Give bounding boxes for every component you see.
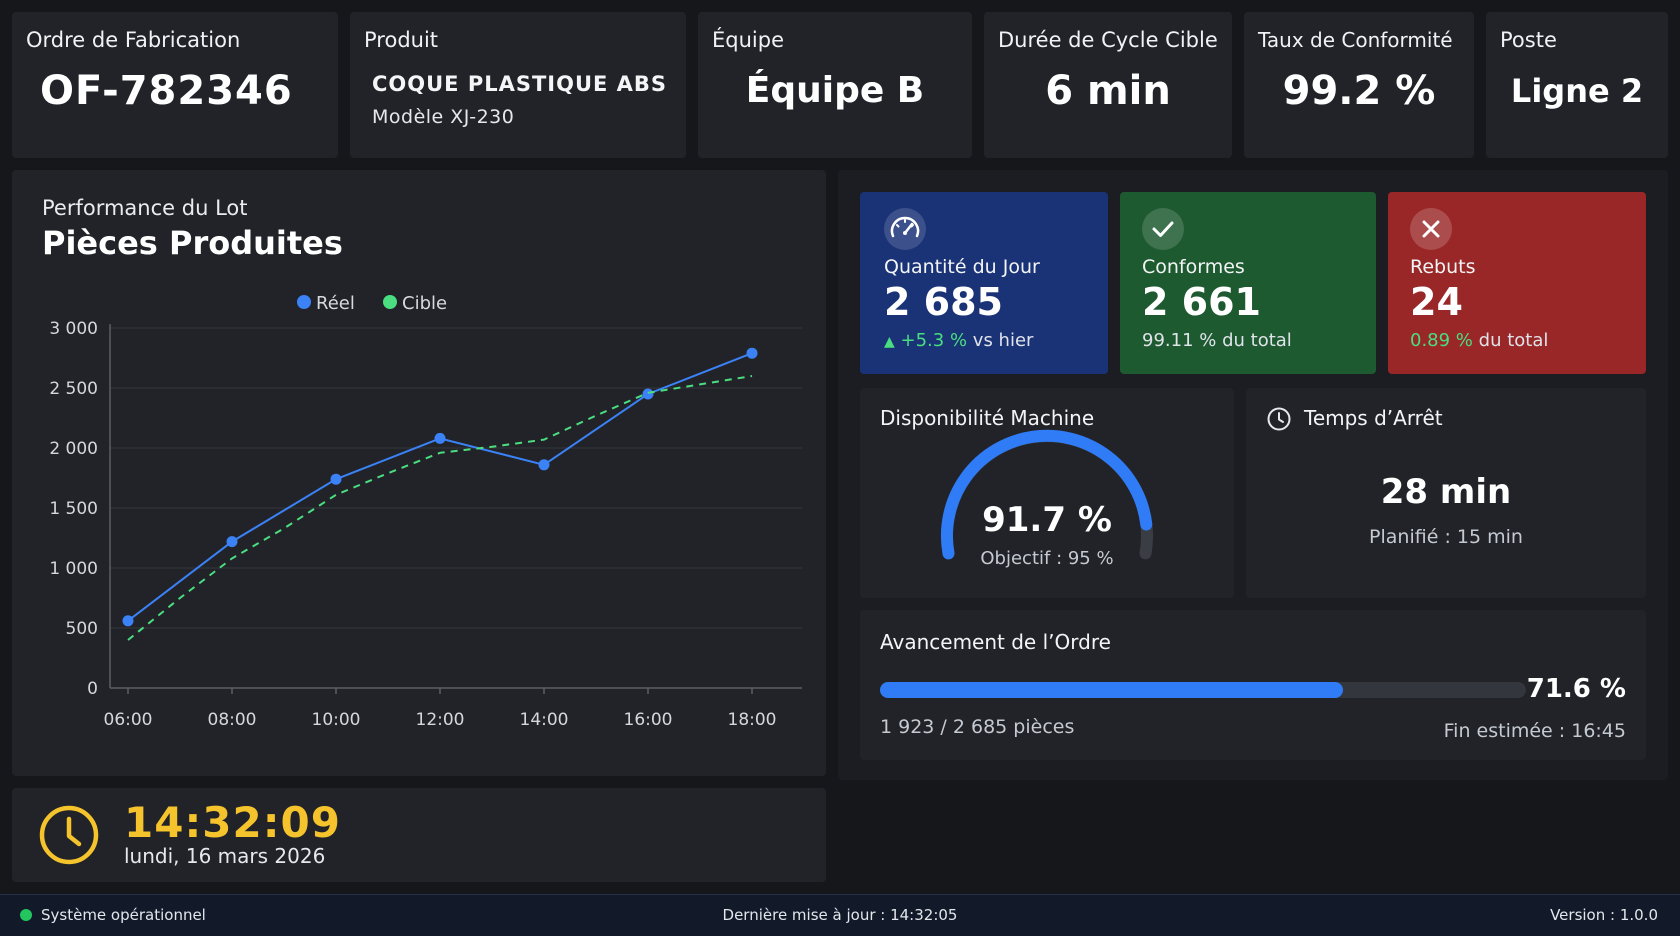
scrap-label: Rebuts [1410, 256, 1476, 278]
real-data-point [434, 432, 446, 444]
team-value: Équipe B [745, 70, 925, 111]
post-card: Poste Ligne 2 [1486, 12, 1668, 158]
y-tick-label: 2 500 [49, 379, 98, 399]
scrap-pct: 0.89 % [1410, 330, 1473, 351]
real-data-point [642, 388, 654, 400]
y-tick-label: 500 [66, 619, 98, 639]
production-chart: 0 500 1 000 1 500 2 000 2 500 3 000 06:00 08:00 1… [49, 293, 802, 730]
clock-card: 14:32:09 lundi, 16 mars 2026 [12, 788, 826, 882]
target-series-line [127, 375, 753, 641]
team-card: Équipe Équipe B [698, 12, 972, 158]
cycle-card: Durée de Cycle Cible 6 min [984, 12, 1232, 158]
scrap-value: 24 [1410, 280, 1463, 324]
x-tick-label: 12:00 [416, 710, 465, 730]
downtime-card: Temps d’Arrêt 28 min Planifié : 15 min [1246, 388, 1646, 598]
quantity-label: Quantité du Jour [884, 256, 1040, 278]
kpi-panel: Quantité du Jour 2 685 ▲ +5.3 % vs hier … [838, 170, 1668, 780]
product-model: Modèle XJ-230 [372, 106, 515, 128]
gauge-icon [884, 208, 926, 250]
conform-sub: 99.11 % du total [1142, 330, 1292, 351]
chart-legend: Réel Cible [297, 293, 447, 314]
clock-date: lundi, 16 mars 2026 [124, 844, 326, 868]
gauge-fill [940, 429, 1153, 560]
real-data-point [538, 459, 550, 471]
quantity-delta: +5.3 % [900, 330, 968, 351]
progress-pieces: 1 923 / 2 685 pièces [880, 716, 1075, 738]
product-name: COQUE PLASTIQUE ABS [372, 72, 668, 96]
scrap-tile: Rebuts 24 0.89 % du total [1388, 192, 1646, 374]
x-tick-label: 18:00 [728, 710, 777, 730]
scrap-pct-suffix: du total [1478, 330, 1549, 351]
conform-value: 2 661 [1142, 280, 1261, 324]
y-tick-label: 0 [87, 679, 98, 699]
product-card: Produit COQUE PLASTIQUE ABS Modèle XJ-23… [350, 12, 686, 158]
progress-eta: Fin estimée : 16:45 [1443, 720, 1626, 742]
x-tick-label: 16:00 [624, 710, 673, 730]
progress-title: Avancement de l’Ordre [880, 630, 1111, 654]
status-text: Système opérationnel [41, 906, 206, 924]
quantity-delta-suffix: vs hier [972, 330, 1034, 351]
real-data-point [226, 536, 238, 548]
x-tick-label: 08:00 [208, 710, 257, 730]
conform-tile: Conformes 2 661 99.11 % du total [1120, 192, 1376, 374]
version: Version : 1.0.0 [1550, 906, 1658, 924]
order-card: Ordre de Fabrication OF-782346 [12, 12, 338, 158]
progress-card: Avancement de l’Ordre 71.6 % 1 923 / 2 6… [860, 610, 1646, 760]
legend-real-label: Réel [316, 293, 355, 314]
close-icon [1410, 208, 1452, 250]
quantity-value: 2 685 [884, 280, 1003, 324]
quantity-delta-row: ▲ +5.3 % vs hier [884, 330, 1033, 351]
cycle-value: 6 min [1045, 68, 1171, 114]
downtime-value: 28 min [1380, 472, 1512, 512]
availability-target: Objectif : 95 % [980, 548, 1114, 569]
downtime-planned: Planifié : 15 min [1369, 526, 1523, 548]
clock-icon [38, 804, 100, 870]
check-icon [1142, 208, 1184, 250]
chart-subtitle: Performance du Lot [42, 196, 248, 220]
progress-track [880, 682, 1526, 698]
team-label: Équipe [712, 28, 784, 52]
legend-target-label: Cible [402, 293, 447, 314]
x-tick-label: 06:00 [104, 710, 153, 730]
order-label: Ordre de Fabrication [26, 28, 241, 52]
progress-fill [880, 682, 1343, 698]
availability-card: Disponibilité Machine 91.7 % Objectif : … [860, 388, 1234, 598]
status-bar: Système opérationnel Dernière mise à jou… [0, 894, 1680, 936]
y-tick-label: 1 000 [49, 559, 98, 579]
y-tick-label: 2 000 [49, 439, 98, 459]
conformity-value: 99.2 % [1282, 68, 1436, 114]
conformity-label: Taux de Conformité [1258, 28, 1453, 52]
clock-time: 14:32:09 [124, 798, 341, 847]
post-label: Poste [1500, 28, 1557, 52]
conform-label: Conformes [1142, 256, 1245, 278]
conformity-card: Taux de Conformité 99.2 % [1244, 12, 1474, 158]
x-tick-label: 14:00 [520, 710, 569, 730]
progress-percent: 71.6 % [1526, 674, 1626, 704]
real-series-line [127, 352, 753, 622]
status-dot [20, 909, 32, 921]
downtime-title: Temps d’Arrêt [1304, 406, 1443, 430]
quantity-tile: Quantité du Jour 2 685 ▲ +5.3 % vs hier [860, 192, 1108, 374]
arrow-up-icon: ▲ [884, 334, 895, 350]
clock-icon [1266, 406, 1292, 436]
product-label: Produit [364, 28, 439, 52]
post-value: Ligne 2 [1510, 72, 1644, 110]
cycle-label: Durée de Cycle Cible [998, 28, 1218, 52]
real-data-point [330, 473, 342, 485]
last-update: Dernière mise à jour : 14:32:05 [722, 906, 958, 924]
x-tick-label: 10:00 [312, 710, 361, 730]
legend-real-swatch [297, 295, 311, 309]
chart-title: Pièces Produites [42, 224, 343, 262]
availability-value: 91.7 % [982, 500, 1112, 540]
real-data-point [122, 615, 134, 627]
availability-title: Disponibilité Machine [880, 406, 1095, 430]
availability-gauge [940, 429, 1153, 560]
y-tick-label: 1 500 [49, 499, 98, 519]
order-number: OF-782346 [40, 68, 293, 114]
chart-card: Performance du Lot Pièces Produites 0 500… [12, 170, 826, 776]
legend-target-swatch [383, 295, 397, 309]
scrap-sub-row: 0.89 % du total [1410, 330, 1548, 351]
real-data-point [746, 347, 758, 359]
y-tick-label: 3 000 [49, 319, 98, 339]
